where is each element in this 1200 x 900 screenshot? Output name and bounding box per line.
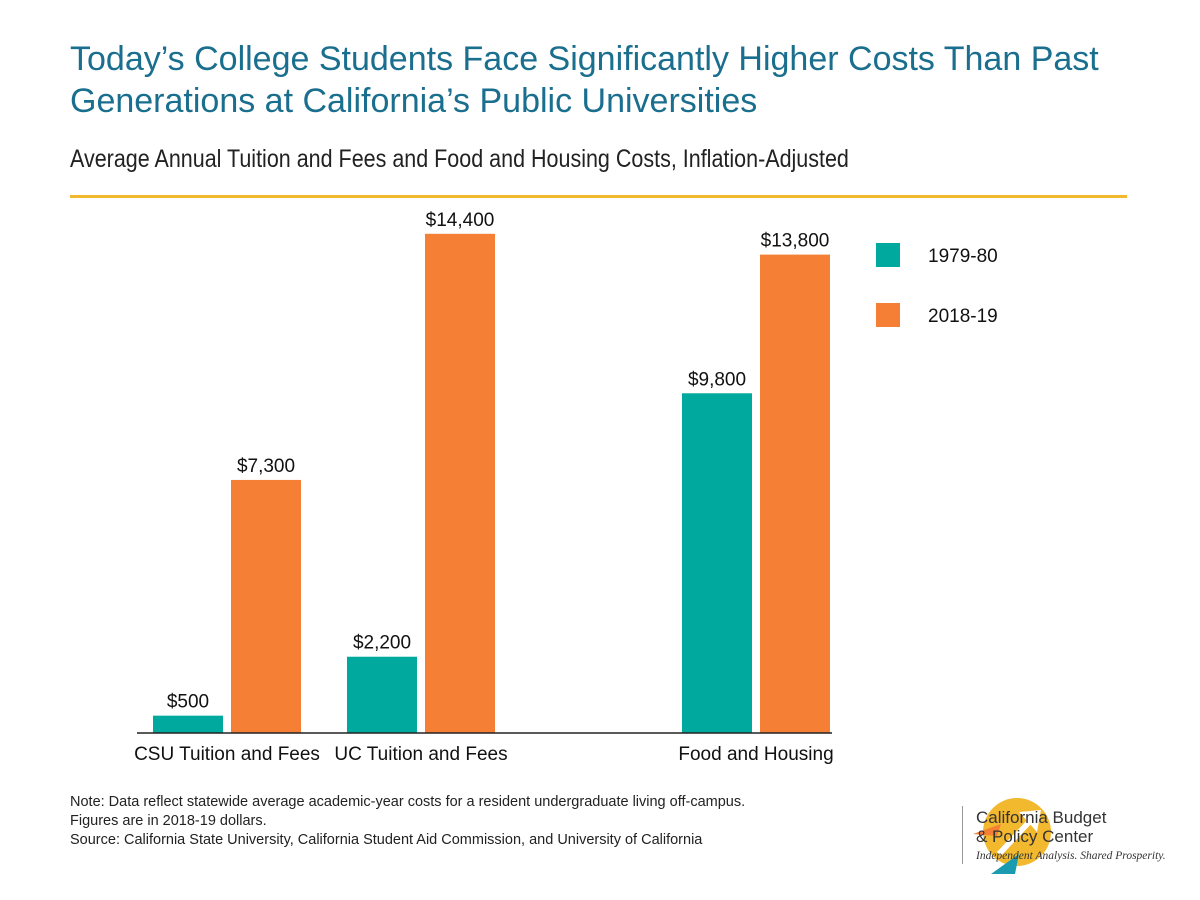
data-label-2-1: $13,800: [761, 231, 830, 252]
category-label-0: CSU Tuition and Fees: [134, 744, 320, 765]
title-rule: [70, 195, 1127, 198]
legend-swatch-0: [876, 243, 900, 267]
bars-group: $500 $7,300 $2,200 $14,400 $9,800 $13,800: [153, 210, 830, 734]
category-label-1: UC Tuition and Fees: [334, 744, 507, 765]
bar-1-1: [425, 233, 495, 734]
bar-0-0: [153, 715, 223, 733]
bar-2-1: [760, 254, 830, 733]
logo-line-1: California Budget: [976, 808, 1107, 827]
category-label-2: Food and Housing: [678, 744, 833, 765]
bar-0-1: [231, 479, 301, 733]
legend-swatch-1: [876, 303, 900, 327]
source-text: Source: California State University, Cal…: [70, 832, 703, 848]
logo-line-2: & Policy Center: [976, 827, 1094, 846]
footnote: Note: Data reflect statewide average aca…: [70, 793, 750, 850]
data-label-0-1: $7,300: [237, 456, 295, 477]
data-label-1-1: $14,400: [426, 210, 495, 231]
category-labels: CSU Tuition and Fees UC Tuition and Fees F…: [134, 744, 834, 765]
data-label-1-0: $2,200: [353, 633, 411, 654]
legend-label-0: 1979-80: [928, 246, 998, 267]
logo-tagline: Independent Analysis. Shared Prosperity.: [976, 850, 1166, 862]
chart-title: Today’s College Students Face Significan…: [70, 40, 1099, 120]
bar-2-0: [682, 393, 752, 733]
legend: 1979-80 2018-19: [876, 243, 998, 327]
data-label-0-0: $500: [167, 692, 209, 713]
bar-chart: $500 $7,300 $2,200 $14,400 $9,800 $13,800 CSU…: [134, 210, 998, 765]
logo-divider: [962, 806, 963, 864]
chart-subtitle: Average Annual Tuition and Fees and Food…: [70, 145, 849, 173]
logo-wordmark: California Budget & Policy Center Indepe…: [976, 808, 1166, 862]
legend-label-1: 2018-19: [928, 306, 998, 327]
note-text: Note: Data reflect statewide average aca…: [70, 794, 746, 829]
bar-1-0: [347, 656, 417, 733]
logo-icon: [973, 798, 1051, 874]
data-label-2-0: $9,800: [688, 369, 746, 390]
